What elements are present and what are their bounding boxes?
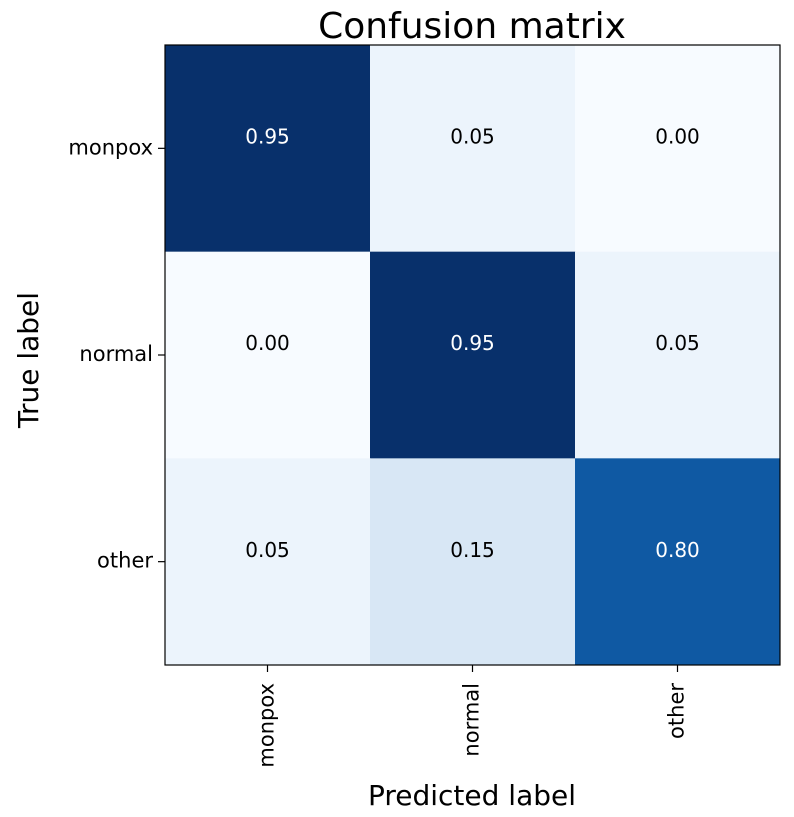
chart-title: Confusion matrix [318, 6, 626, 47]
cell-label: 0.80 [655, 538, 700, 562]
heatmap-cell [370, 458, 576, 666]
heatmap-cell [370, 251, 576, 459]
heatmap-cell [165, 45, 371, 253]
y-tick-label: normal [79, 342, 153, 366]
y-tick-label: monpox [68, 135, 153, 159]
heatmap-cell [370, 45, 576, 253]
heatmap-cell [575, 45, 781, 253]
cell-label: 0.05 [655, 331, 700, 355]
cell-label: 0.00 [245, 331, 290, 355]
y-tick-label: other [97, 549, 153, 573]
cell-label: 0.05 [450, 125, 495, 149]
y-axis-label: True label [12, 292, 45, 429]
heatmap-cell [575, 458, 781, 666]
heatmap-cell [575, 251, 781, 459]
heatmap-cell [165, 458, 371, 666]
x-tick-label: normal [460, 683, 484, 757]
x-tick-label: other [665, 683, 689, 739]
cell-label: 0.00 [655, 125, 700, 149]
heatmap-cell [165, 251, 371, 459]
cell-label: 0.05 [245, 538, 290, 562]
cell-label: 0.95 [245, 125, 290, 149]
x-tick-label: monpox [255, 683, 279, 768]
cell-label: 0.15 [450, 538, 495, 562]
cell-label: 0.95 [450, 331, 495, 355]
x-axis-label: Predicted label [368, 779, 576, 812]
